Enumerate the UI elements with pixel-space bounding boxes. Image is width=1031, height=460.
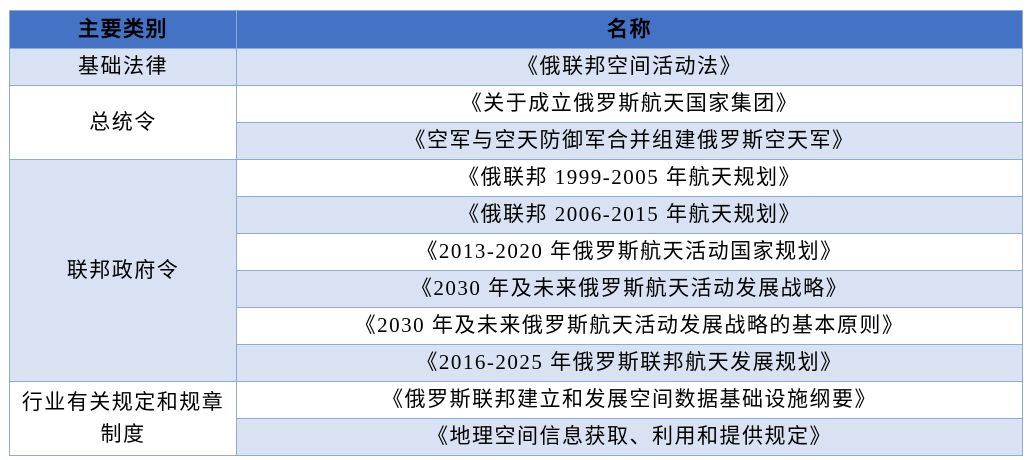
category-cell: 基础法律 (9, 48, 237, 86)
table-row: 联邦政府令 《俄联邦 1999-2005 年航天规划》 (9, 159, 1023, 382)
regulations-table: 主要类别 名称 基础法律 《俄联邦空间活动法》 总统令 《关于成立俄罗斯航天国家… (9, 10, 1023, 456)
name-cell: 《2013-2020 年俄罗斯航天活动国家规划》 (236, 233, 1023, 271)
table-row: 《2016-2025 年俄罗斯联邦航天发展规划》 (10, 344, 1023, 382)
table-row: 《俄联邦 2006-2015 年航天规划》 (10, 196, 1023, 234)
category-cell: 联邦政府令 (9, 159, 237, 382)
header-cell-name: 名称 (236, 10, 1023, 49)
header-cell-category: 主要类别 (9, 10, 237, 49)
category-cell: 总统令 (9, 85, 237, 160)
name-cell: 《2030 年及未来俄罗斯航天活动发展战略》 (236, 270, 1023, 308)
table-row: 《地理空间信息获取、利用和提供规定》 (10, 418, 1023, 456)
name-cell: 《俄罗斯联邦建立和发展空间数据基础设施纲要》 (236, 381, 1023, 419)
table-header-row: 主要类别 名称 (9, 10, 1023, 49)
name-cell: 《俄联邦 2006-2015 年航天规划》 (236, 196, 1023, 234)
table-row: 总统令 《关于成立俄罗斯航天国家集团》 (9, 85, 1023, 160)
name-cell: 《关于成立俄罗斯航天国家集团》 (236, 85, 1023, 123)
name-cell: 《空军与空天防御军合并组建俄罗斯空天军》 (236, 122, 1023, 160)
table-row: 《2030 年及未来俄罗斯航天活动发展战略的基本原则》 (10, 307, 1023, 345)
name-cell: 《俄联邦 1999-2005 年航天规划》 (236, 159, 1023, 197)
name-cell: 《俄联邦空间活动法》 (236, 48, 1023, 86)
name-cell: 《地理空间信息获取、利用和提供规定》 (236, 418, 1023, 456)
category-cell: 行业有关规定和规章制度 (9, 381, 237, 456)
name-cell: 《2016-2025 年俄罗斯联邦航天发展规划》 (236, 344, 1023, 382)
table-row: 《2030 年及未来俄罗斯航天活动发展战略》 (10, 270, 1023, 308)
table-row: 行业有关规定和规章制度 《俄罗斯联邦建立和发展空间数据基础设施纲要》 (9, 381, 1023, 456)
table-row: 基础法律 《俄联邦空间活动法》 (9, 48, 1023, 86)
name-cell: 《2030 年及未来俄罗斯航天活动发展战略的基本原则》 (236, 307, 1023, 345)
table-row: 《空军与空天防御军合并组建俄罗斯空天军》 (10, 122, 1023, 160)
